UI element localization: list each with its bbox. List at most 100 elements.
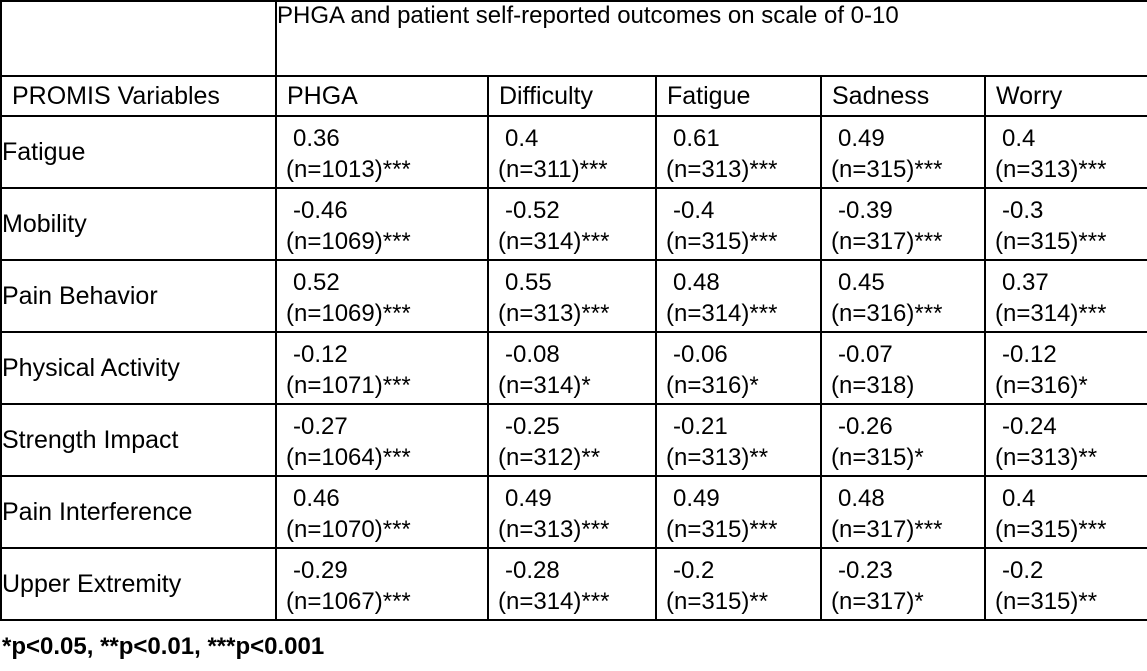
cell-value: 0.45 xyxy=(838,268,885,296)
table-cell: 0.52 (n=1069)*** xyxy=(275,259,489,333)
table-cell: 0.4 (n=313)*** xyxy=(983,115,1147,189)
table-cell: -0.52 (n=314)*** xyxy=(487,187,657,261)
cell-value: 0.61 xyxy=(673,124,720,152)
column-header-sadness: Sadness xyxy=(820,75,986,117)
cell-sample-size: (n=317)* xyxy=(831,587,924,615)
significance-footnote: *p<0.05, **p<0.01, ***p<0.001 xyxy=(2,633,325,660)
cell-value: -0.25 xyxy=(505,412,560,440)
table-cell: -0.46 (n=1069)*** xyxy=(275,187,489,261)
header-row: PROMIS Variables PHGA Difficulty Fatigue… xyxy=(0,75,1147,117)
cell-sample-size: (n=316)* xyxy=(666,371,759,399)
cell-value: 0.46 xyxy=(293,484,340,512)
cell-value: -0.2 xyxy=(1002,556,1044,584)
row-label: Strength Impact xyxy=(0,403,277,477)
cell-sample-size: (n=1069)*** xyxy=(286,299,411,327)
column-header-worry: Worry xyxy=(983,75,1147,117)
table-cell: -0.3 (n=315)*** xyxy=(983,187,1147,261)
cell-value: -0.28 xyxy=(505,556,560,584)
cell-sample-size: (n=315)*** xyxy=(831,155,943,183)
table-cell: 0.49 (n=313)*** xyxy=(487,475,657,549)
table-row: Upper Extremity -0.29 (n=1067)*** -0.28 … xyxy=(0,547,1147,621)
correlation-table: PHGA and patient self-reported outcomes … xyxy=(0,0,1147,621)
cell-value: 0.49 xyxy=(505,484,552,512)
cell-sample-size: (n=313)** xyxy=(666,443,769,471)
table-cell: 0.49 (n=315)*** xyxy=(655,475,822,549)
row-label: Physical Activity xyxy=(0,331,277,405)
cell-value: -0.24 xyxy=(1002,412,1057,440)
cell-value: 0.4 xyxy=(1002,484,1036,512)
cell-sample-size: (n=1069)*** xyxy=(286,227,411,255)
table-cell: -0.24 (n=313)** xyxy=(983,403,1147,477)
cell-sample-size: (n=1013)*** xyxy=(286,155,411,183)
cell-sample-size: (n=1070)*** xyxy=(286,515,411,543)
row-label: Pain Interference xyxy=(0,475,277,549)
table-cell: -0.2 (n=315)** xyxy=(983,547,1147,621)
cell-sample-size: (n=312)** xyxy=(498,443,601,471)
cell-sample-size: (n=311)*** xyxy=(498,155,608,183)
cell-sample-size: (n=314)*** xyxy=(498,587,610,615)
row-label: Mobility xyxy=(0,187,277,261)
table-row: Mobility -0.46 (n=1069)*** -0.52 (n=314)… xyxy=(0,187,1147,261)
cell-sample-size: (n=315)*** xyxy=(995,227,1107,255)
cell-value: -0.39 xyxy=(838,196,893,224)
cell-value: 0.49 xyxy=(673,484,720,512)
cell-value: 0.52 xyxy=(293,268,340,296)
cell-sample-size: (n=313)*** xyxy=(995,155,1107,183)
cell-value: -0.52 xyxy=(505,196,560,224)
cell-sample-size: (n=313)*** xyxy=(666,155,778,183)
cell-value: -0.07 xyxy=(838,340,893,368)
cell-sample-size: (n=315)** xyxy=(995,587,1098,615)
column-header-phga: PHGA xyxy=(275,75,489,117)
cell-sample-size: (n=314)*** xyxy=(995,299,1107,327)
table-cell: -0.39 (n=317)*** xyxy=(820,187,986,261)
cell-sample-size: (n=315)* xyxy=(831,443,924,471)
column-header-promis-variables: PROMIS Variables xyxy=(0,75,277,117)
table-cell: -0.27 (n=1064)*** xyxy=(275,403,489,477)
cell-sample-size: (n=1064)*** xyxy=(286,443,411,471)
cell-value: 0.49 xyxy=(838,124,885,152)
row-label: Pain Behavior xyxy=(0,259,277,333)
cell-sample-size: (n=317)*** xyxy=(831,227,943,255)
table-cell: -0.21 (n=313)** xyxy=(655,403,822,477)
cell-value: 0.48 xyxy=(673,268,720,296)
table-cell: 0.4 (n=311)*** xyxy=(487,115,657,189)
table-cell: 0.48 (n=314)*** xyxy=(655,259,822,333)
cell-value: 0.36 xyxy=(293,124,340,152)
table-cell: -0.23 (n=317)* xyxy=(820,547,986,621)
cell-value: 0.4 xyxy=(505,124,539,152)
table-cell: 0.48 (n=317)*** xyxy=(820,475,986,549)
cell-sample-size: (n=315)*** xyxy=(666,515,778,543)
cell-value: -0.3 xyxy=(1002,196,1044,224)
table-cell: -0.06 (n=316)* xyxy=(655,331,822,405)
cell-value: -0.29 xyxy=(293,556,348,584)
cell-sample-size: (n=317)*** xyxy=(831,515,943,543)
table-cell: 0.37 (n=314)*** xyxy=(983,259,1147,333)
table-cell: -0.07 (n=318) xyxy=(820,331,986,405)
corner-cell xyxy=(0,0,277,77)
table-cell: -0.28 (n=314)*** xyxy=(487,547,657,621)
row-label: Upper Extremity xyxy=(0,547,277,621)
table-cell: -0.4 (n=315)*** xyxy=(655,187,822,261)
table-cell: -0.25 (n=312)** xyxy=(487,403,657,477)
cell-value: 0.37 xyxy=(1002,268,1049,296)
cell-value: 0.48 xyxy=(838,484,885,512)
table-row: Pain Interference 0.46 (n=1070)*** 0.49 … xyxy=(0,475,1147,549)
cell-value: -0.21 xyxy=(673,412,728,440)
table-cell: -0.12 (n=1071)*** xyxy=(275,331,489,405)
table-cell: 0.36 (n=1013)*** xyxy=(275,115,489,189)
cell-value: -0.08 xyxy=(505,340,560,368)
cell-sample-size: (n=316)*** xyxy=(831,299,943,327)
cell-value: -0.2 xyxy=(673,556,715,584)
table-cell: 0.49 (n=315)*** xyxy=(820,115,986,189)
column-header-difficulty: Difficulty xyxy=(487,75,657,117)
table-row: Pain Behavior 0.52 (n=1069)*** 0.55 (n=3… xyxy=(0,259,1147,333)
cell-sample-size: (n=1067)*** xyxy=(286,587,411,615)
cell-value: -0.4 xyxy=(673,196,715,224)
cell-sample-size: (n=313)*** xyxy=(498,299,610,327)
table-row: Strength Impact -0.27 (n=1064)*** -0.25 … xyxy=(0,403,1147,477)
cell-sample-size: (n=314)* xyxy=(498,371,591,399)
table-cell: -0.26 (n=315)* xyxy=(820,403,986,477)
cell-sample-size: (n=315)*** xyxy=(666,227,778,255)
table-cell: -0.12 (n=316)* xyxy=(983,331,1147,405)
